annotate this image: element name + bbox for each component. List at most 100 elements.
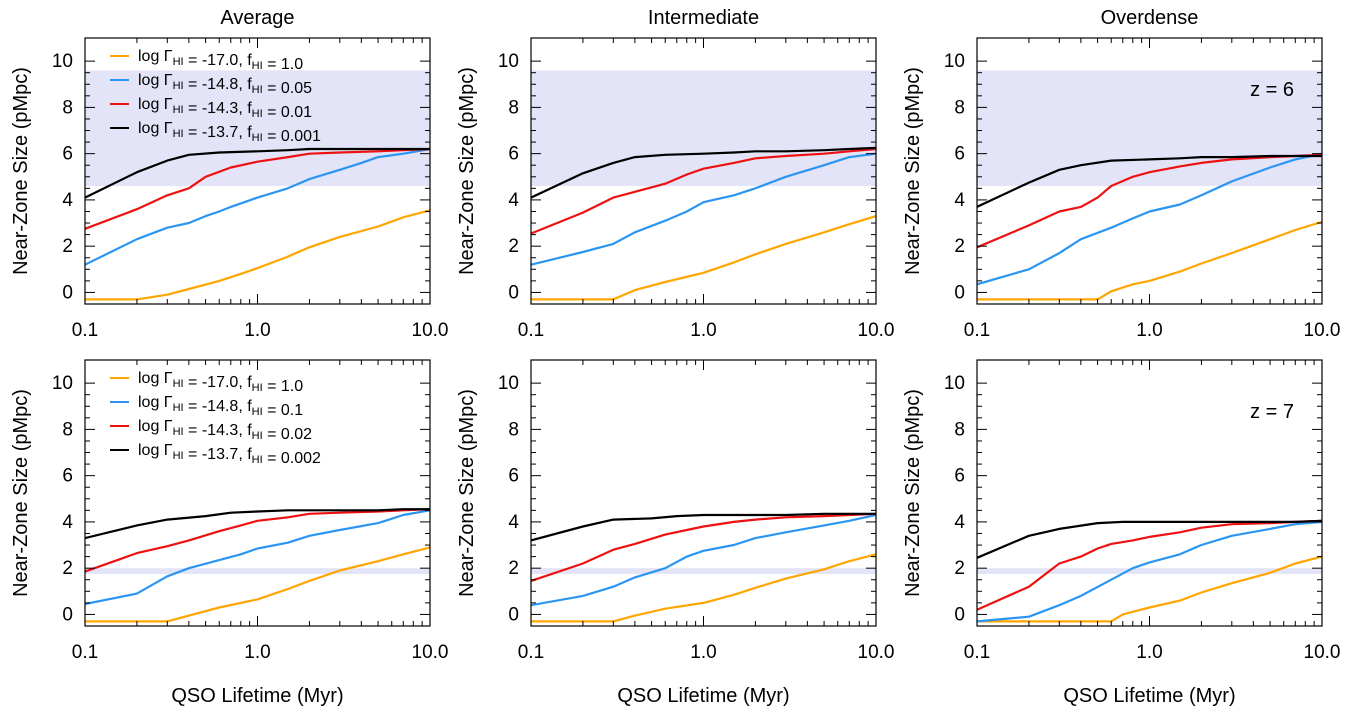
y-tick-label: 8	[954, 419, 965, 440]
y-tick-label: 6	[954, 144, 965, 165]
panel-title: Intermediate	[648, 7, 759, 29]
panel-4: 0.1 1.0 10.0 0 2 4 6 8 10 Near-Zone Size (pMpc) QS…	[10, 359, 449, 707]
series-line-4	[531, 146, 876, 199]
subscript: HI	[173, 56, 184, 68]
x-axis-label: QSO Lifetime (Myr)	[171, 685, 343, 707]
legend-text: log Γ	[138, 442, 173, 459]
series-line-1	[977, 555, 1322, 623]
series-line-4	[85, 508, 430, 540]
y-tick-label: 6	[954, 466, 965, 487]
y-tick-label: 4	[954, 190, 965, 211]
y-axis-label: Near-Zone Size (pMpc)	[10, 67, 32, 275]
y-tick-label: 0	[62, 282, 73, 303]
y-tick-label: 0	[954, 282, 965, 303]
y-tick-label: 4	[508, 512, 519, 533]
legend-text: = -14.8, f	[184, 76, 253, 93]
subscript: HI	[173, 378, 184, 390]
x-tick-label: 10.0	[412, 642, 449, 663]
y-tick-label: 4	[954, 512, 965, 533]
x-tick-label: 1.0	[244, 642, 270, 663]
y-tick-label: 8	[508, 419, 519, 440]
series-group	[977, 152, 1322, 301]
series-line-3	[531, 512, 876, 583]
series-line-4	[85, 147, 430, 199]
y-tick-label: 6	[62, 144, 73, 165]
x-tick-label: 0.1	[964, 642, 990, 663]
series-line-1	[977, 220, 1322, 301]
series-line-1	[531, 215, 876, 301]
legend-text: log Γ	[138, 96, 173, 113]
panel-1: 0.1 1.0 10.0 0 2 4 6 8 10 Near-Zone Size (pMpc) Av…	[10, 7, 448, 341]
series-line-3	[977, 519, 1322, 611]
y-tick-label: 6	[508, 466, 519, 487]
x-tick-label: 0.1	[72, 320, 98, 341]
ticks	[84, 38, 431, 304]
series-line-3	[85, 508, 430, 573]
panel-6: 0.1 1.0 10.0 0 2 4 6 8 10 Near-Zone Size (pMpc) QS…	[902, 359, 1340, 707]
y-axis-label: Near-Zone Size (pMpc)	[456, 389, 478, 597]
subscript: HI	[173, 450, 184, 462]
series-line-1	[531, 553, 876, 623]
x-tick-label: 1.0	[244, 320, 270, 341]
y-tick-label: 0	[62, 604, 73, 625]
series-group	[531, 512, 876, 623]
legend-entry-3: log ΓHI = -14.3, fHI = 0.02	[138, 418, 312, 443]
x-tick-label: 0.1	[964, 320, 990, 341]
subscript: HI	[173, 402, 184, 414]
legend-text: = 0.002	[263, 450, 321, 467]
series-line-1	[85, 546, 430, 623]
legend-entry-2: log ΓHI = -14.8, fHI = 0.05	[138, 72, 312, 97]
y-tick-label: 0	[954, 604, 965, 625]
legend-entry-2: log ΓHI = -14.8, fHI = 0.1	[138, 394, 303, 419]
series-line-3	[531, 147, 876, 235]
series-line-2	[85, 509, 430, 606]
panel-title: Average	[220, 7, 294, 29]
subscript: HI	[252, 382, 263, 394]
series-line-2	[531, 152, 876, 266]
y-tick-label: 10	[52, 51, 73, 72]
y-tick-label: 4	[62, 512, 73, 533]
legend-entry-4: log ΓHI = -13.7, fHI = 0.002	[138, 442, 321, 467]
y-tick-label: 2	[508, 236, 519, 257]
y-tick-label: 2	[954, 558, 965, 579]
ticks	[530, 360, 877, 626]
x-tick-label: 1.0	[690, 642, 716, 663]
x-tick-label: 10.0	[858, 642, 895, 663]
subscript: HI	[252, 84, 263, 96]
y-tick-label: 2	[954, 236, 965, 257]
y-tick-label: 2	[62, 558, 73, 579]
legend-text: = 0.1	[263, 402, 304, 419]
ticks	[976, 360, 1323, 626]
subscript: HI	[173, 128, 184, 140]
y-tick-label: 0	[508, 282, 519, 303]
legend-text: = -14.3, f	[184, 422, 253, 439]
ticks	[976, 38, 1323, 304]
subscript: HI	[252, 454, 263, 466]
y-tick-label: 4	[508, 190, 519, 211]
legend-text: = -17.0, f	[184, 374, 253, 391]
subscript: HI	[173, 426, 184, 438]
y-tick-label: 10	[944, 51, 965, 72]
x-tick-label: 0.1	[518, 320, 544, 341]
series-group	[85, 508, 430, 623]
shaded-band	[85, 70, 430, 187]
series-line-2	[85, 147, 430, 266]
x-axis-label: QSO Lifetime (Myr)	[617, 685, 789, 707]
legend-entry-1: log ΓHI = -17.0, fHI = 1.0	[138, 370, 303, 395]
y-axis-label: Near-Zone Size (pMpc)	[10, 389, 32, 597]
series-line-4	[977, 519, 1322, 559]
panel-title: Overdense	[1101, 7, 1199, 29]
y-tick-label: 6	[62, 466, 73, 487]
legend-text: = -13.7, f	[184, 124, 253, 141]
legend-text: = -14.3, f	[184, 100, 253, 117]
plot-frame	[530, 359, 877, 627]
y-tick-label: 8	[508, 97, 519, 118]
legend-text: = 0.05	[263, 80, 312, 97]
y-tick-label: 8	[954, 97, 965, 118]
y-tick-label: 6	[508, 144, 519, 165]
y-tick-label: 2	[62, 236, 73, 257]
series-line-2	[977, 520, 1322, 623]
subscript: HI	[252, 108, 263, 120]
